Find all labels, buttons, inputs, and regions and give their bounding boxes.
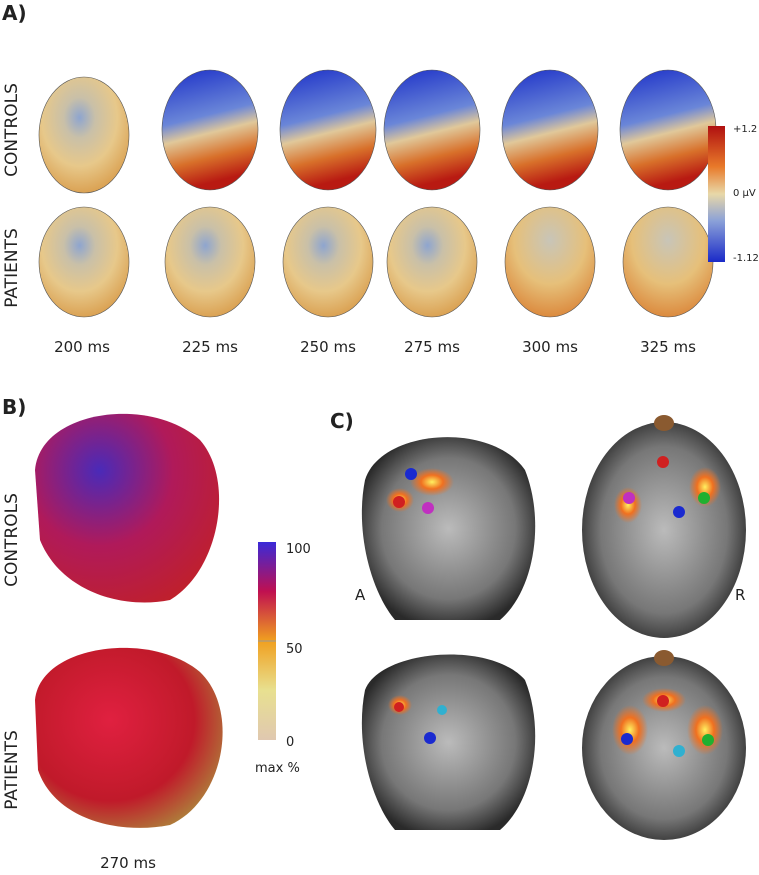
- colorbar-label: +1.2: [733, 124, 757, 135]
- colorbar-label: 100: [286, 542, 311, 557]
- time-label: 275 ms: [404, 338, 460, 356]
- row-label: PATIENTS: [2, 730, 22, 810]
- orientation-label: R: [735, 586, 745, 604]
- colorbar: [708, 126, 725, 262]
- brain-map: [35, 647, 223, 828]
- panel-label: B): [2, 395, 26, 419]
- brain-map: [35, 413, 220, 603]
- mri-slices: [361, 415, 746, 840]
- time-label: 325 ms: [640, 338, 696, 356]
- time-label: 250 ms: [300, 338, 356, 356]
- time-label: 225 ms: [182, 338, 238, 356]
- topo-maps: [38, 69, 717, 318]
- time-label: 270 ms: [100, 854, 156, 872]
- colorbar-label: -1.12: [733, 253, 759, 264]
- colorbar-title: max %: [255, 761, 300, 776]
- colorbar-label: 50: [286, 642, 303, 657]
- time-label: 200 ms: [54, 338, 110, 356]
- orientation-label: A: [355, 586, 366, 604]
- row-label: PATIENTS: [2, 228, 22, 308]
- colorbar-label: 0 µV: [733, 188, 756, 199]
- time-label: 300 ms: [522, 338, 578, 356]
- row-label: CONTROLS: [2, 493, 22, 587]
- panel-label: C): [330, 409, 354, 433]
- colorbar-label: 0: [286, 735, 294, 750]
- panel-label: A): [2, 1, 27, 25]
- row-label: CONTROLS: [2, 83, 22, 177]
